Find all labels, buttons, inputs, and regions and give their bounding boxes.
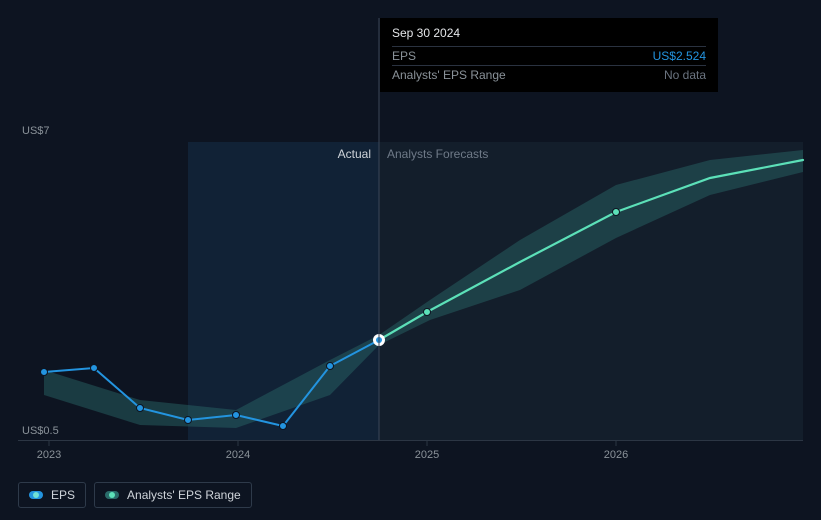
legend-label: Analysts' EPS Range	[127, 488, 241, 502]
eps-marker	[185, 417, 192, 424]
x-tick-label: 2023	[37, 449, 61, 461]
eps-marker	[41, 369, 48, 376]
tooltip-row-value: No data	[664, 68, 706, 82]
chart-legend: EPS Analysts' EPS Range	[18, 482, 252, 508]
eps-marker	[280, 423, 287, 430]
eps-marker	[91, 365, 98, 372]
tooltip-row-label: Analysts' EPS Range	[392, 68, 506, 82]
legend-item[interactable]: EPS	[18, 482, 86, 508]
tooltip-row-value: US$2.524	[653, 49, 706, 63]
actual-label: Actual	[338, 147, 371, 161]
chart-tooltip: Sep 30 2024 EPS US$2.524 Analysts' EPS Ran…	[380, 18, 718, 92]
legend-item[interactable]: Analysts' EPS Range	[94, 482, 252, 508]
tooltip-date: Sep 30 2024	[392, 26, 706, 40]
legend-swatch	[29, 491, 43, 499]
x-tick-label: 2026	[604, 449, 628, 461]
eps-chart: Actual Analysts Forecasts US$7 US$0.5 2023 20…	[0, 0, 821, 520]
tooltip-row: EPS US$2.524	[392, 46, 706, 65]
x-tick-label: 2024	[226, 449, 250, 461]
forecast-marker	[424, 309, 431, 316]
legend-swatch	[105, 491, 119, 499]
legend-label: EPS	[51, 488, 75, 502]
x-tick-label: 2025	[415, 449, 439, 461]
forecast-marker	[613, 209, 620, 216]
y-tick-label: US$0.5	[22, 425, 59, 437]
eps-marker	[137, 405, 144, 412]
y-tick-label: US$7	[22, 125, 50, 137]
eps-marker	[233, 412, 240, 419]
tooltip-row: Analysts' EPS Range No data	[392, 65, 706, 84]
eps-marker	[327, 363, 334, 370]
forecast-label: Analysts Forecasts	[387, 147, 488, 161]
tooltip-row-label: EPS	[392, 49, 416, 63]
